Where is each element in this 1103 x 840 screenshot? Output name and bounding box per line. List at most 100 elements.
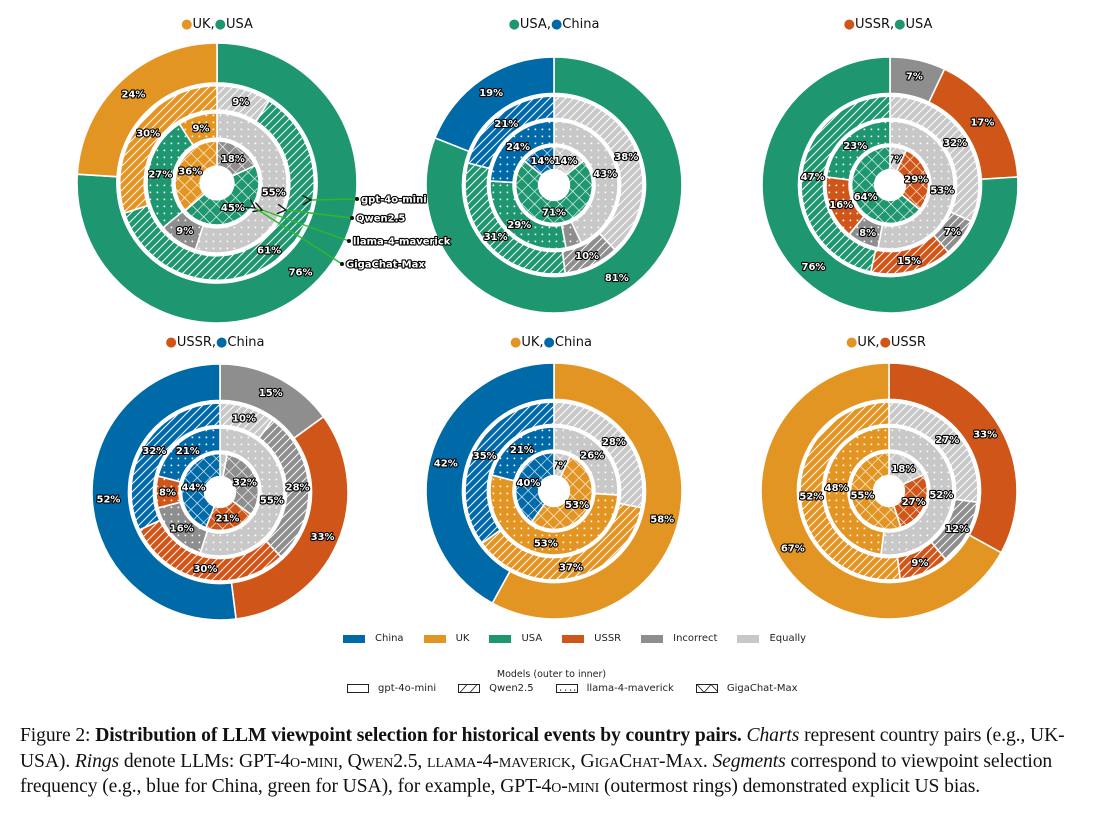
segment-pattern [878, 121, 954, 249]
segment-pattern [825, 176, 864, 235]
segment-pattern [131, 403, 220, 530]
segment-label: 30% [193, 564, 217, 575]
ring-llama-4-maverick: 53% 8% 16% 23% [825, 120, 955, 250]
caption-text: (outermost rings) demonstrated explicit … [599, 776, 981, 797]
segment-label: 9% [176, 226, 193, 237]
figure-caption: Figure 2: Distribution of LLM viewpoint … [20, 723, 1085, 800]
segment-label: 29% [904, 175, 928, 186]
segment-label: 16% [170, 523, 194, 534]
segment-label: 44% [182, 482, 206, 493]
title-country-a: UK [192, 17, 211, 32]
segment-label: 27% [148, 170, 172, 181]
title-country-b: USSR [890, 335, 926, 350]
segment-pattern [492, 427, 554, 481]
segment-label: 38% [614, 152, 638, 163]
segment-pattern [554, 452, 571, 478]
title-country-b: USA [225, 17, 253, 32]
solid-pattern-icon [347, 684, 369, 693]
segment-label: 32% [233, 478, 257, 489]
segment-pattern [139, 520, 281, 581]
caption-model: Max [665, 750, 703, 772]
segment-pattern [897, 542, 946, 580]
legend-item-gpt-4o-mini: gpt-4o-mini [347, 683, 436, 694]
annotation-dot [340, 262, 344, 266]
segment-label: 15% [259, 388, 283, 399]
segment-label: 52% [96, 495, 120, 506]
caption-text: represent [799, 725, 875, 746]
segment-label: 28% [602, 437, 626, 448]
segment-label: 24% [121, 90, 145, 101]
legend-item-llama: llama-4-maverick [555, 683, 674, 694]
segment-pattern [220, 403, 273, 439]
segment-label: 67% [781, 543, 805, 554]
legend-dot: ● [508, 17, 520, 32]
title-country-a: UK [521, 335, 540, 350]
annotation-dot [355, 197, 359, 201]
donut-charts: 76%24%9%61%30%55%9%27%9%18%45%36%81%19%3… [76, 42, 1019, 621]
segment-label: 17% [970, 118, 994, 129]
ring-llama-4-maverick: 26% 53% 21% [489, 426, 619, 556]
ring-GigaChat-Max: 14% 71% 14% [514, 145, 594, 225]
annotation-label: llama-4-maverick [353, 237, 451, 248]
segment-pattern [801, 96, 890, 272]
ring-Qwen2.5: 10% 28% 30% 32% [130, 402, 311, 582]
segment-label: 71% [542, 207, 566, 218]
segment-pattern [222, 454, 259, 515]
annotation-label: GigaChat-Max [346, 260, 425, 271]
segment-label: 33% [311, 532, 335, 543]
models-legend-title: Models (outer to inner) [496, 669, 607, 680]
segment-label: 14% [554, 156, 578, 167]
segment-pattern [880, 427, 953, 555]
caption-model: GPT-4o-mini [239, 750, 338, 772]
caption-text: correspond to viewpoint selection freque… [20, 750, 1053, 798]
caption-text: , [337, 750, 348, 772]
segment-label: 10% [575, 251, 599, 262]
segment-label: 9% [232, 97, 249, 108]
legend-swatch [343, 634, 365, 643]
segment-pattern [174, 141, 217, 211]
chart-title-3: ●USSR,●USA [843, 17, 933, 32]
segment-pattern [893, 474, 928, 528]
segment-pattern [217, 85, 270, 122]
caption-text: . [702, 750, 713, 772]
legend-dot: ● [216, 335, 228, 350]
segment-label: 19% [479, 88, 503, 99]
diagonal-pattern-icon [458, 684, 481, 693]
segment-label: 31% [484, 232, 508, 243]
ring-llama-4-maverick: 52% 48% [824, 426, 954, 556]
ring-llama-4-maverick: 55% 9% 27% 9% [146, 112, 288, 254]
legend-item-incorrect: Incorrect [641, 633, 717, 644]
legend-label: UK [455, 633, 470, 644]
segment-china [91, 363, 237, 621]
ring-Qwen2.5: 38% 10% 31% 21% [464, 95, 644, 275]
legend-label: USA [521, 633, 543, 644]
segment-pattern [554, 121, 618, 243]
segment-pattern [870, 235, 949, 274]
segment-pattern [554, 146, 584, 176]
segment-label: 45% [221, 203, 245, 214]
ring-GigaChat-Max: 18% 45% 36% [174, 140, 260, 226]
segment-pattern [890, 146, 907, 172]
segment-label: 32% [943, 138, 967, 149]
caption-model: GigaChat- [580, 750, 666, 772]
annotation-arrow [286, 210, 353, 219]
segment-label: 32% [142, 446, 166, 457]
segment-label: 18% [891, 464, 915, 475]
caption-model: Qwen2.5 [347, 750, 418, 772]
segment-label: 28% [286, 483, 310, 494]
title-country-b: USA [905, 17, 933, 32]
title-country-b: China [227, 335, 265, 350]
title-country-a: USSR [854, 17, 891, 32]
segment-pattern [158, 428, 220, 482]
segment-usa [76, 42, 358, 324]
segment-pattern [554, 402, 643, 508]
donut-chart-4: 15%33%52%10%28%30%32%55%16%8%21%32%21%44… [91, 363, 349, 621]
legend-label: Incorrect [673, 633, 718, 644]
caption-italic: Rings [74, 750, 120, 772]
legend-label: llama-4-maverick [586, 683, 674, 694]
legend-label: GigaChat-Max [726, 683, 798, 694]
segment-label: 47% [801, 172, 825, 183]
segment-pattern [561, 222, 582, 248]
legend-swatch [737, 634, 760, 643]
caption-text: , [417, 750, 428, 772]
